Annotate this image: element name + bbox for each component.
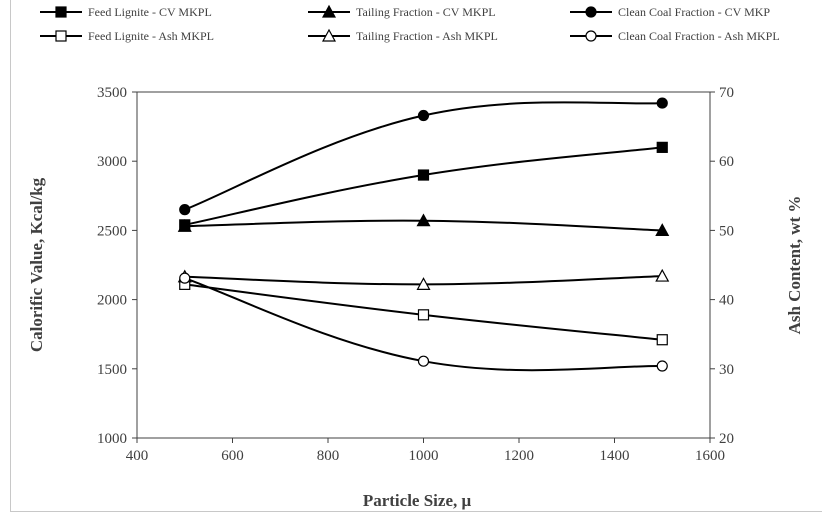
data-point xyxy=(416,213,431,227)
legend-label: Tailing Fraction - Ash MKPL xyxy=(356,29,498,43)
y-tick-label: 3500 xyxy=(97,85,127,101)
legend-marker xyxy=(55,30,67,42)
legend-label: Feed Lignite - CV MKPL xyxy=(88,5,212,19)
x-tick-label: 1400 xyxy=(600,448,630,464)
chart-frame xyxy=(10,0,822,512)
data-point xyxy=(417,109,430,122)
legend-marker xyxy=(585,30,597,42)
y-tick-label: 1000 xyxy=(97,431,127,447)
data-point xyxy=(179,204,191,216)
data-point xyxy=(655,223,670,236)
legend-marker xyxy=(585,6,597,18)
y-tick-label: 3000 xyxy=(97,154,127,170)
series-5 xyxy=(177,268,670,290)
data-point xyxy=(655,268,670,282)
x-tick-label: 400 xyxy=(126,448,149,464)
legend-entry: Clean Coal Fraction - CV MKP xyxy=(570,5,770,19)
y-tick-label: 2000 xyxy=(97,293,127,309)
legend-label: Feed Lignite - Ash MKPL xyxy=(88,29,214,43)
x-tick-label: 600 xyxy=(221,448,244,464)
y-tick-label: 1500 xyxy=(97,362,127,378)
y2-tick-label: 40 xyxy=(719,293,734,309)
axes: 400 600 800 1000 1200 1400 1600 1000 1500 2000 250… xyxy=(97,85,734,464)
legend-entry: Feed Lignite - CV MKPL xyxy=(40,5,212,19)
legend: Feed Lignite - CV MKPL Tailing Fraction -… xyxy=(40,4,780,43)
data-point xyxy=(416,277,431,290)
plot-area-border xyxy=(136,91,711,439)
data-point xyxy=(177,218,192,232)
y-tick-label: 2500 xyxy=(97,223,127,239)
data-point xyxy=(417,309,430,321)
legend-entry: Tailing Fraction - CV MKPL xyxy=(308,4,496,19)
legend-entry: Tailing Fraction - Ash MKPL xyxy=(308,28,498,43)
series-6 xyxy=(179,272,668,372)
x-tick-label: 1200 xyxy=(504,448,534,464)
x-tick-label: 1000 xyxy=(409,448,439,464)
y2-tick-label: 20 xyxy=(719,431,734,447)
legend-label: Tailing Fraction - CV MKPL xyxy=(356,5,496,19)
series-layer xyxy=(177,97,670,372)
data-point xyxy=(656,141,668,153)
legend-marker xyxy=(55,6,67,18)
x-axis-title: Particle Size, μ xyxy=(363,491,472,510)
series-2 xyxy=(177,213,670,236)
x-tick-label: 1600 xyxy=(695,448,725,464)
y2-tick-label: 60 xyxy=(719,154,734,170)
legend-entry: Clean Coal Fraction - Ash MKPL xyxy=(570,29,780,43)
legend-label: Clean Coal Fraction - CV MKP xyxy=(618,5,770,19)
y2-tick-label: 50 xyxy=(719,223,734,239)
series-line xyxy=(184,146,663,226)
y2-axis-title: Ash Content, wt % xyxy=(785,196,804,335)
legend-entry: Feed Lignite - Ash MKPL xyxy=(40,29,214,43)
data-point xyxy=(417,169,430,181)
data-point xyxy=(417,355,430,367)
data-point xyxy=(656,360,668,372)
data-point xyxy=(656,97,668,109)
data-point xyxy=(179,272,191,284)
y-axis-title: Calorific Value, Kcal/kg xyxy=(27,177,46,352)
data-point xyxy=(656,334,668,346)
y2-tick-label: 30 xyxy=(719,362,734,378)
legend-marker xyxy=(321,28,337,42)
legend-marker xyxy=(321,4,337,18)
x-tick-label: 800 xyxy=(317,448,340,464)
legend-label: Clean Coal Fraction - Ash MKPL xyxy=(618,29,780,43)
series-3 xyxy=(179,97,668,216)
y2-tick-label: 70 xyxy=(719,85,734,101)
